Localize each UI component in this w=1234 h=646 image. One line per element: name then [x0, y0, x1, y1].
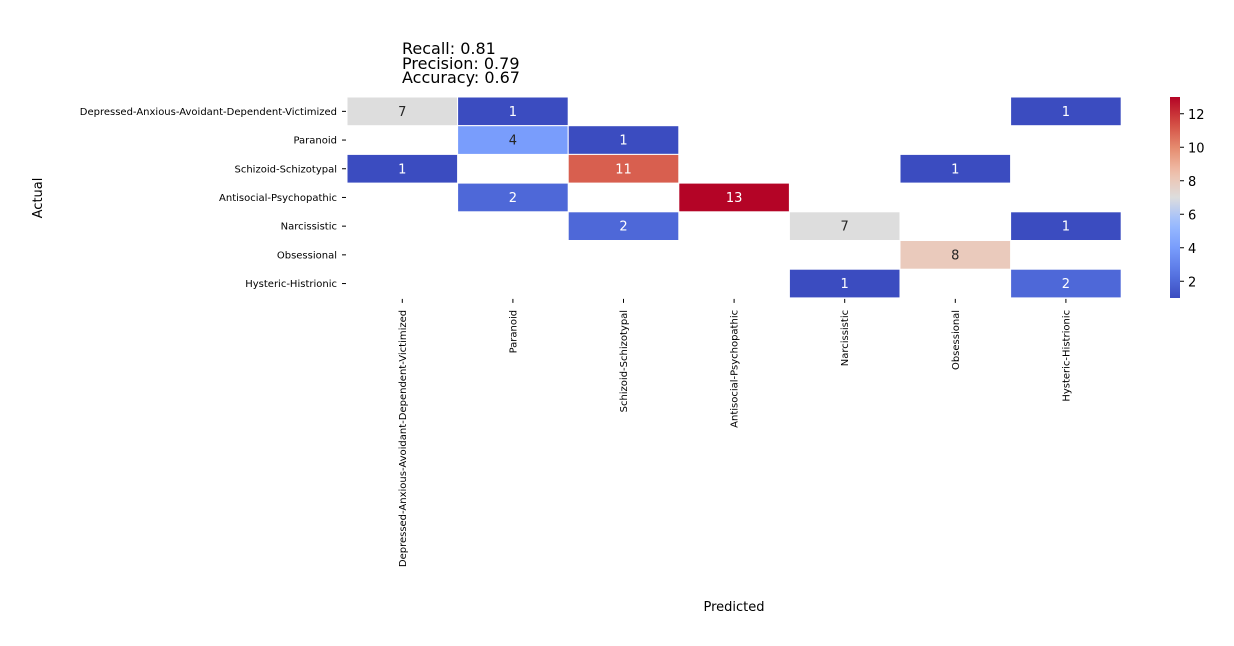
cell-value-label: 8 [951, 248, 959, 263]
colorbar-tick-label: 6 [1188, 208, 1196, 223]
heatmap-cell [457, 182, 569, 213]
cell-value-label: 7 [841, 220, 849, 235]
heatmap-cell [1010, 268, 1122, 299]
heatmap-cell [567, 211, 680, 242]
x-axis-label: Predicted [703, 600, 764, 615]
heatmap-cell [899, 153, 1012, 184]
cell-value-label: 1 [951, 162, 959, 177]
heatmap-cell [457, 125, 569, 155]
col-tick-label: Paranoid [508, 310, 519, 354]
colorbar-tick-label: 8 [1188, 175, 1196, 190]
heatmap-cell [788, 211, 901, 242]
heatmap-cell [788, 268, 901, 299]
y-axis-label: Actual [31, 178, 46, 219]
colorbar-tick-label: 2 [1188, 275, 1196, 290]
colorbar: 2 4 6 8 10 12 [1170, 97, 1205, 298]
heatmap-cell [346, 96, 459, 127]
cell-value-label: 2 [509, 191, 517, 206]
col-tick-label: Hysteric-Histrionic [1061, 310, 1072, 402]
heatmap-cell [457, 96, 569, 127]
row-tick-labels: Depressed-Anxious-Avoidant-Dependent-Vic… [80, 107, 346, 290]
col-tick-label: Depressed-Anxious-Avoidant-Dependent-Vic… [398, 310, 409, 567]
colorbar-tick-label: 12 [1188, 108, 1205, 123]
metric-recall: Recall: 0.81 [402, 39, 496, 58]
col-tick-label: Antisocial-Psychopathic [730, 310, 741, 428]
cell-value-label: 1 [1062, 105, 1070, 120]
heatmap-cell [1010, 211, 1122, 242]
cell-value-label: 1 [509, 105, 517, 120]
row-tick-label: Obsessional [277, 250, 337, 261]
cell-value-label: 1 [398, 162, 406, 177]
colorbar-tick-label: 10 [1188, 141, 1205, 156]
row-tick-label: Depressed-Anxious-Avoidant-Dependent-Vic… [80, 107, 337, 118]
cell-value-label: 1 [1062, 220, 1070, 235]
cell-value-label: 7 [398, 105, 406, 120]
cell-value-label: 2 [619, 220, 627, 235]
row-tick-label: Antisocial-Psychopathic [219, 193, 337, 204]
row-tick-label: Narcissistic [281, 222, 337, 233]
cell-value-label: 2 [1062, 277, 1070, 292]
row-tick-label: Paranoid [293, 136, 337, 147]
row-tick-label: Hysteric-Histrionic [245, 279, 337, 290]
heatmap-cell [1010, 96, 1122, 127]
heatmap-cells: 7 1 14 11 11 12 132 7 181 2 [346, 96, 1122, 299]
cell-value-label: 1 [619, 134, 627, 149]
metric-precision: Precision: 0.79 [402, 54, 520, 73]
row-tick-label: Schizoid-Schizotypal [235, 164, 338, 175]
col-tick-labels: Depressed-Anxious-Avoidant-Dependent-Vic… [398, 298, 1072, 567]
heatmap-cell [899, 240, 1012, 270]
cell-value-label: 11 [615, 162, 632, 177]
col-tick-label: Obsessional [951, 310, 962, 370]
colorbar-gradient [1170, 97, 1180, 298]
cell-value-label: 13 [726, 191, 743, 206]
metric-accuracy: Accuracy: 0.67 [402, 68, 520, 87]
cell-value-label: 1 [841, 277, 849, 292]
colorbar-tick-label: 4 [1188, 242, 1196, 257]
heatmap-cell [567, 153, 680, 184]
cell-value-label: 4 [509, 134, 517, 149]
col-tick-label: Schizoid-Schizotypal [619, 310, 630, 413]
heatmap-cell [346, 153, 459, 184]
col-tick-label: Narcissistic [840, 310, 851, 366]
heatmap-cell [678, 182, 790, 213]
